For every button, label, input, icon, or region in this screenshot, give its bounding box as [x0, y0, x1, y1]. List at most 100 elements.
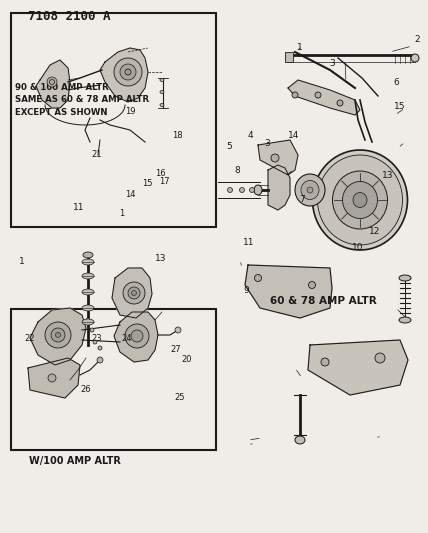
Text: 17: 17 [160, 177, 170, 185]
Text: 18: 18 [172, 132, 183, 140]
Ellipse shape [228, 188, 232, 192]
Text: 1: 1 [119, 209, 125, 217]
Ellipse shape [312, 150, 407, 250]
Ellipse shape [337, 100, 343, 106]
Ellipse shape [315, 92, 321, 98]
Polygon shape [114, 312, 158, 362]
Ellipse shape [45, 322, 71, 348]
Ellipse shape [56, 333, 60, 337]
Ellipse shape [128, 287, 140, 299]
Text: 22: 22 [25, 334, 35, 343]
Ellipse shape [97, 357, 103, 363]
Text: 26: 26 [80, 385, 91, 393]
Ellipse shape [375, 353, 385, 363]
Ellipse shape [255, 274, 262, 281]
Text: 10: 10 [352, 244, 363, 252]
Ellipse shape [93, 340, 97, 344]
Ellipse shape [342, 182, 377, 219]
Text: 7: 7 [299, 196, 305, 204]
Ellipse shape [295, 436, 305, 444]
Ellipse shape [125, 69, 131, 75]
Ellipse shape [90, 328, 94, 332]
Polygon shape [258, 140, 298, 175]
Ellipse shape [160, 78, 164, 82]
Bar [11, 13, 216, 227]
Ellipse shape [240, 188, 244, 192]
Polygon shape [28, 358, 80, 398]
Polygon shape [36, 60, 70, 108]
Text: 1: 1 [297, 44, 303, 52]
Ellipse shape [307, 187, 313, 193]
Text: 25: 25 [175, 393, 185, 401]
Bar [285, 52, 293, 62]
Ellipse shape [309, 281, 315, 288]
Ellipse shape [292, 92, 298, 98]
Ellipse shape [333, 171, 387, 229]
Polygon shape [112, 268, 152, 318]
Ellipse shape [47, 77, 57, 87]
Ellipse shape [295, 174, 325, 206]
Text: 90 & 100 AMP ALTR
SAME AS 60 & 78 AMP ALTR
EXCEPT AS SHOWN: 90 & 100 AMP ALTR SAME AS 60 & 78 AMP AL… [15, 83, 149, 117]
Ellipse shape [125, 324, 149, 348]
Ellipse shape [318, 155, 402, 245]
Ellipse shape [50, 79, 54, 85]
Text: 15: 15 [143, 180, 153, 188]
Text: 1: 1 [18, 257, 24, 265]
Ellipse shape [82, 319, 94, 325]
Polygon shape [288, 80, 360, 115]
Ellipse shape [86, 318, 90, 322]
Polygon shape [245, 265, 332, 318]
Text: 19: 19 [125, 108, 136, 116]
Text: 24: 24 [121, 334, 131, 343]
Ellipse shape [123, 282, 145, 304]
Text: 2: 2 [414, 36, 420, 44]
Text: 13: 13 [155, 254, 166, 263]
Ellipse shape [353, 192, 367, 207]
Text: 15: 15 [395, 102, 406, 111]
Ellipse shape [82, 289, 94, 295]
Text: 14: 14 [125, 190, 136, 199]
Text: 9: 9 [243, 286, 249, 295]
Ellipse shape [411, 54, 419, 62]
Ellipse shape [82, 259, 94, 265]
Ellipse shape [131, 290, 137, 295]
Text: W/100 AMP ALTR: W/100 AMP ALTR [29, 456, 121, 466]
Ellipse shape [82, 273, 94, 279]
Text: 12: 12 [369, 228, 380, 236]
Ellipse shape [48, 374, 56, 382]
Ellipse shape [301, 181, 319, 199]
Text: 4: 4 [247, 132, 253, 140]
Text: 5: 5 [226, 142, 232, 151]
Ellipse shape [254, 185, 262, 195]
Ellipse shape [120, 64, 136, 80]
Text: 13: 13 [382, 172, 393, 180]
Text: 27: 27 [170, 345, 181, 353]
Ellipse shape [175, 327, 181, 333]
Text: 6: 6 [393, 78, 399, 87]
Text: 11: 11 [243, 238, 254, 247]
Ellipse shape [321, 358, 329, 366]
Text: 16: 16 [155, 169, 166, 177]
Text: 8: 8 [235, 166, 241, 175]
Bar [11, 309, 216, 450]
Polygon shape [308, 340, 408, 395]
Text: 3: 3 [265, 140, 270, 148]
Polygon shape [268, 165, 290, 210]
Ellipse shape [271, 154, 279, 162]
Ellipse shape [98, 346, 102, 350]
Ellipse shape [399, 275, 411, 281]
Text: 11: 11 [74, 204, 85, 212]
Text: 3: 3 [329, 60, 335, 68]
Ellipse shape [160, 91, 164, 93]
Ellipse shape [114, 58, 142, 86]
Ellipse shape [399, 317, 411, 323]
Ellipse shape [51, 328, 65, 342]
Text: 14: 14 [288, 132, 299, 140]
Polygon shape [30, 308, 86, 365]
Ellipse shape [83, 252, 93, 258]
Ellipse shape [82, 305, 94, 311]
Text: 7108 2100 A: 7108 2100 A [28, 10, 110, 22]
Ellipse shape [250, 188, 255, 192]
Text: 21: 21 [91, 150, 101, 159]
Polygon shape [100, 48, 148, 102]
